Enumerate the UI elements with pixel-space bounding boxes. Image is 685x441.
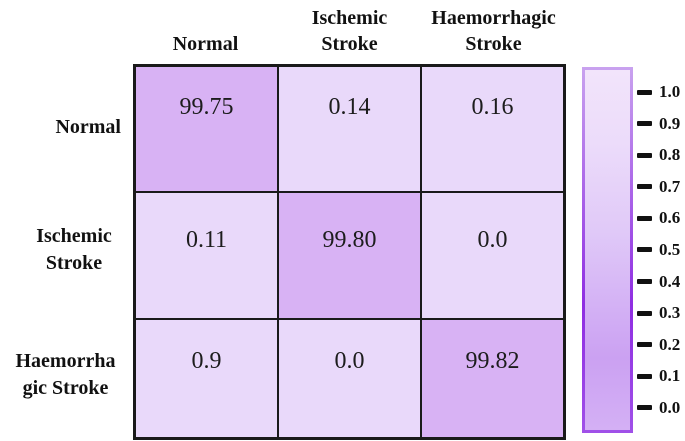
colorbar-tick: 0.6 [637,209,685,227]
colorbar-tick: 0.2 [637,334,685,354]
colorbar-tick: 0.7 [637,176,685,196]
tick-label: 0.0 [659,397,681,417]
row-header-line: Ischemic [36,224,112,247]
tick-label: 1.0 [659,82,681,101]
colorbar-tick: 0.3 [637,304,685,322]
col-header-line: Normal [172,33,239,55]
tick-dash-icon [637,373,652,379]
tick-label: 0.4 [659,271,681,291]
colorbar-tick: 0.4 [637,271,685,291]
matrix-cell-normal-haemorrhagic: 0.16 [421,66,564,192]
matrix-cell-ischemic-haemorrhagic: 0.0 [421,192,564,319]
colorbar-ticks: 1.0 0.9 0.8 0.7 0.6 0.5 0.4 0.3 0.2 0.1 … [637,83,685,417]
colorbar-tick: 1.0 [637,83,685,101]
tick-label: 0.3 [659,303,681,323]
row-header-line: Stroke [45,251,103,274]
tick-dash-icon [637,121,652,127]
colorbar-tick: 0.5 [637,239,685,259]
colorbar-tick: 0.1 [637,367,685,385]
matrix-cell-haemorrhagic-haemorrhagic: 99.82 [421,319,564,438]
tick-dash-icon [637,310,652,316]
matrix-cell-ischemic-normal: 0.11 [135,192,278,319]
row-header-line: Haemorrha [15,349,116,372]
col-header-line: Stroke [465,33,522,55]
confusion-matrix-grid: 99.75 0.14 0.16 0.11 99.80 0.0 0.9 0.0 9… [133,64,566,440]
matrix-cell-haemorrhagic-ischemic: 0.0 [278,319,421,438]
tick-label: 0.5 [659,239,681,259]
matrix-cell-haemorrhagic-normal: 0.9 [135,319,278,438]
matrix-cell-ischemic-ischemic: 99.80 [278,192,421,319]
tick-label: 0.1 [659,366,681,386]
tick-dash-icon [637,215,652,221]
tick-label: 0.6 [659,208,681,228]
col-header-line: Haemorrhagic [431,7,556,29]
matrix-cell-normal-normal: 99.75 [135,66,278,192]
tick-label: 0.9 [659,113,681,133]
colorbar-gradient [585,70,630,430]
row-header-line: gic Stroke [22,376,109,399]
colorbar-tick: 0.8 [637,146,685,164]
colorbar-tick: 0.9 [637,113,685,133]
tick-label: 0.2 [659,334,681,354]
colorbar [582,67,633,433]
colorbar-tick: 0.0 [637,397,685,417]
row-header-ischemic-stroke: Ischemic Stroke [18,186,130,313]
tick-dash-icon [637,247,652,253]
tick-label: 0.7 [659,176,681,196]
col-header-ischemic-stroke: Ischemic Stroke [278,0,421,60]
col-header-line: Stroke [321,33,378,55]
col-header-haemorrhagic-stroke: Haemorrhagic Stroke [421,0,566,60]
tick-dash-icon [637,279,652,285]
col-header-normal: Normal [133,0,278,60]
row-header-line: Normal [55,115,121,138]
tick-dash-icon [637,342,652,348]
row-header-normal: Normal [0,64,126,190]
tick-dash-icon [637,405,652,411]
tick-dash-icon [637,184,652,190]
tick-dash-icon [637,152,652,158]
tick-dash-icon [637,89,652,95]
matrix-cell-normal-ischemic: 0.14 [278,66,421,192]
row-header-haemorrhagic-stroke: Haemorrha gic Stroke [0,313,131,436]
tick-label: 0.8 [659,145,681,165]
col-header-line: Ischemic [311,7,388,29]
